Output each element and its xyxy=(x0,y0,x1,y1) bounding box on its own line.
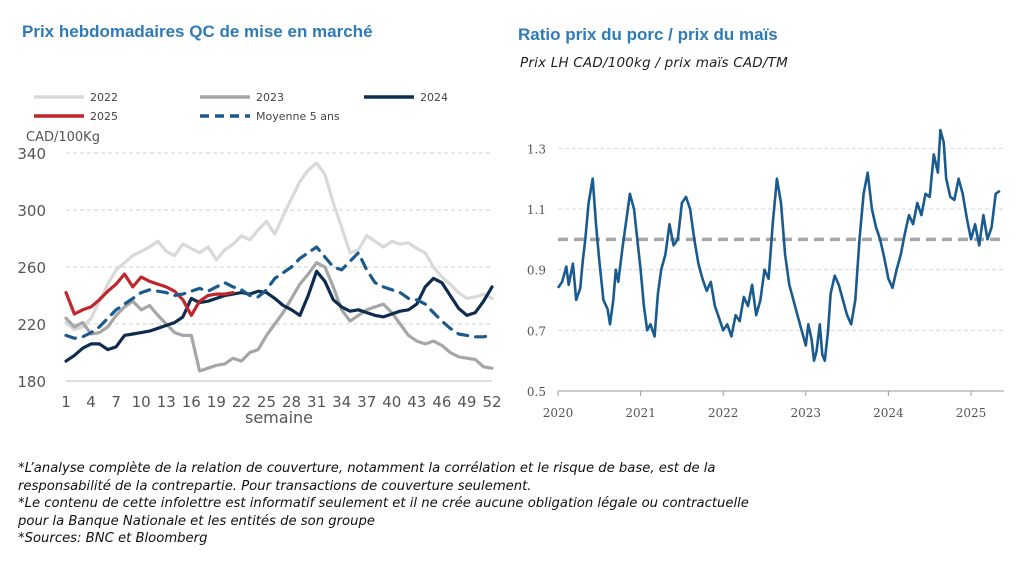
y-axis-title: CAD/100Kg xyxy=(26,130,100,145)
right-chart-title: Ratio prix du porc / prix du maïs xyxy=(518,25,778,44)
legend-label: 2023 xyxy=(256,91,284,104)
x-tick-label: 19 xyxy=(207,393,226,411)
x-tick-label: 2020 xyxy=(543,406,574,420)
series-line-ratio xyxy=(556,128,1001,362)
series-line-2024 xyxy=(64,269,494,363)
x-tick-label: 13 xyxy=(157,393,176,411)
y-tick-label: 260 xyxy=(17,259,46,277)
left-chart: 180 220 260 300 340 1 4 7 10 13 16 19 22 25 28 31 34 37 40… xyxy=(17,91,501,427)
y-tick-label: 180 xyxy=(17,373,46,391)
y-tick-label: 340 xyxy=(17,145,46,163)
legend-label: Moyenne 5 ans xyxy=(256,110,340,123)
footnote-line: *Le contenu de cette infolettre est info… xyxy=(18,496,749,512)
y-tick-label: 220 xyxy=(17,316,46,334)
x-tick-label: 7 xyxy=(111,393,121,411)
x-tick-label: 40 xyxy=(382,393,401,411)
right-chart: 0.5 0.7 0.9 1.1 1.3 2020 2021 2022 2023 2024 2025 xyxy=(527,128,1004,420)
legend-label: 2022 xyxy=(90,91,118,104)
x-tick-label: 34 xyxy=(332,393,351,411)
x-tick-label: 46 xyxy=(432,393,451,411)
x-tick-label: 37 xyxy=(357,393,376,411)
footnote-line: responsabilité de la contrepartie. Pour … xyxy=(18,478,532,494)
x-tick-label: 4 xyxy=(86,393,96,411)
x-tick-label: 2021 xyxy=(625,406,656,420)
x-tick-label: 52 xyxy=(482,393,501,411)
right-chart-subtitle: Prix LH CAD/100kg / prix maïs CAD/TM xyxy=(520,55,788,71)
y-tick-label: 0.5 xyxy=(527,385,546,399)
y-tick-label: 1.3 xyxy=(527,142,546,156)
x-tick-label: 10 xyxy=(132,393,151,411)
legend-label: 2024 xyxy=(420,91,448,104)
series-line-moyenne-5-ans xyxy=(64,245,494,340)
x-tick-label: 2023 xyxy=(791,406,822,420)
left-chart-title: Prix hebdomadaires QC de mise en marché xyxy=(22,22,373,41)
footnote-line: pour la Banque Nationale et les entités … xyxy=(18,513,375,529)
footnotes: *L’analyse complète de la relation de co… xyxy=(18,460,918,548)
series-line-2025 xyxy=(64,272,235,317)
x-tick-label: 16 xyxy=(182,393,201,411)
footnote-line: *L’analyse complète de la relation de co… xyxy=(18,461,716,476)
x-tick-label: 22 xyxy=(232,393,251,411)
series-line-2023 xyxy=(64,261,494,373)
x-tick-label: 1 xyxy=(61,393,71,411)
y-tick-label: 1.1 xyxy=(527,203,546,217)
x-tick-label: 31 xyxy=(307,393,326,411)
x-tick-label: 2025 xyxy=(956,406,987,420)
x-tick-label: 2024 xyxy=(873,406,904,420)
y-tick-label: 0.7 xyxy=(527,324,546,338)
x-tick-label: 28 xyxy=(282,393,301,411)
y-tick-label: 300 xyxy=(17,202,46,220)
series-line-2022 xyxy=(64,161,494,332)
x-tick-label: 43 xyxy=(407,393,426,411)
x-tick-label: 49 xyxy=(457,393,476,411)
x-tick-label: 2022 xyxy=(708,406,739,420)
y-tick-label: 0.9 xyxy=(527,264,546,278)
footnote-line: *Sources: BNC et Bloomberg xyxy=(18,531,208,547)
x-axis-title: semaine xyxy=(245,408,313,427)
legend-label: 2025 xyxy=(90,110,118,123)
x-tick-label: 25 xyxy=(257,393,276,411)
